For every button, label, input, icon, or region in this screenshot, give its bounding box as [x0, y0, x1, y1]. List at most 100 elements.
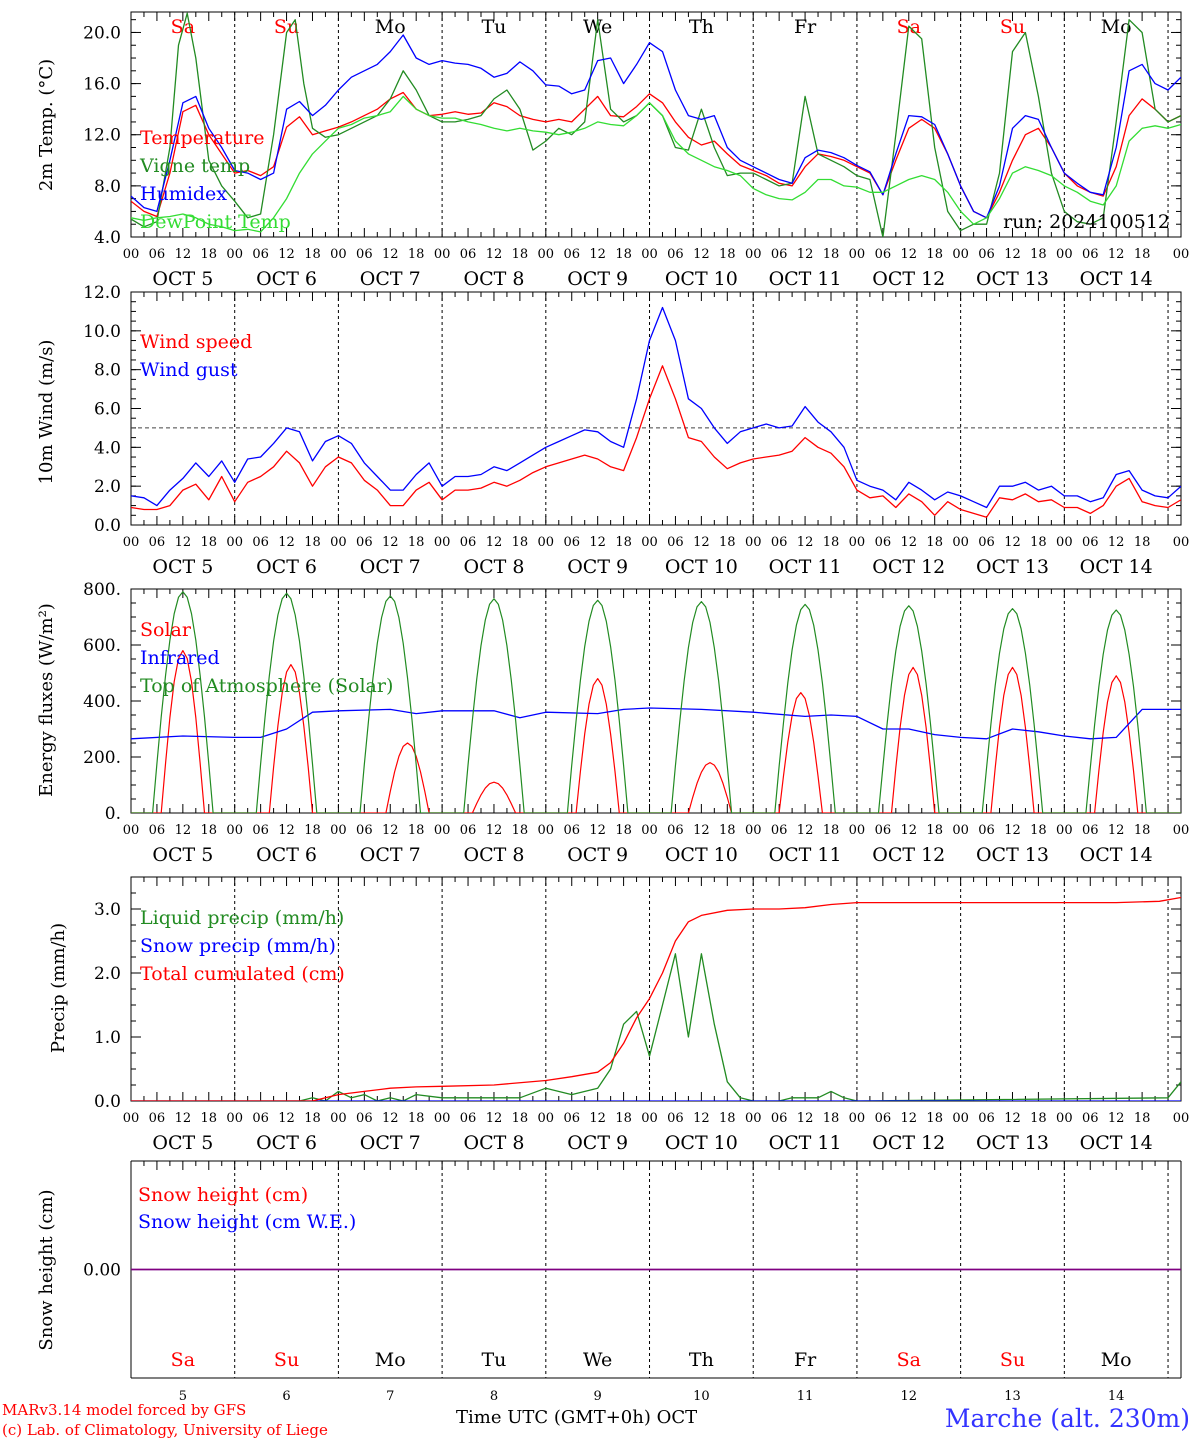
hour-tick-label: 00 [641, 535, 658, 550]
hour-tick-label: 00 [745, 823, 762, 838]
plot-frame [130, 11, 1182, 238]
legend-wind-gust: Wind gust [140, 359, 238, 381]
hour-tick-label: 00 [641, 823, 658, 838]
hour-tick-label: 12 [901, 247, 918, 262]
date-label: OCT 6 [256, 556, 317, 578]
weekday-label: Sa [171, 1349, 195, 1371]
hour-tick-label: 18 [1134, 1111, 1151, 1126]
hour-tick-label: 00 [952, 823, 969, 838]
weekday-label: Fr [794, 1349, 817, 1371]
legend-infrared: Infrared [140, 647, 220, 669]
legend-solar: Solar [140, 619, 192, 641]
hour-tick-label: 18 [512, 823, 529, 838]
hour-tick-label: 06 [252, 535, 269, 550]
hour-tick-label: 06 [875, 535, 892, 550]
day-number-label: 13 [1004, 1389, 1021, 1404]
weekday-label: Mo [1101, 16, 1132, 38]
hour-tick-label: 06 [667, 247, 684, 262]
hour-tick-label: 12 [1004, 535, 1021, 550]
hour-tick-label: 00 [849, 247, 866, 262]
hour-tick-label: 12 [175, 823, 192, 838]
legend-liquid-precip: Liquid precip (mm/h) [140, 907, 344, 929]
weekday-label: Sa [897, 1349, 921, 1371]
legend-temperature: Temperature [140, 127, 264, 149]
weekday-label: Mo [375, 16, 406, 38]
weekday-label: Th [689, 1349, 714, 1371]
date-label: OCT 5 [152, 1132, 213, 1154]
date-label: OCT 11 [769, 556, 842, 578]
y-tick-label: 2.0 [94, 964, 121, 984]
hour-tick-label: 12 [175, 247, 192, 262]
day-number-label: 8 [490, 1389, 498, 1404]
hour-tick-label: 12 [797, 535, 814, 550]
x-axis-label: Time UTC (GMT+0h) OCT [456, 1407, 697, 1428]
hour-tick-label: 12 [1004, 247, 1021, 262]
weekday-label: Su [1000, 16, 1025, 38]
date-label: OCT 5 [152, 844, 213, 866]
weekday-label: Su [1000, 1349, 1025, 1371]
y-tick-label: 4.0 [94, 228, 121, 248]
hour-tick-label: 12 [1004, 1111, 1021, 1126]
hour-tick-label: 18 [719, 247, 736, 262]
hour-tick-label: 18 [926, 823, 943, 838]
day-number-label: 7 [386, 1389, 394, 1404]
hour-tick-label: 12 [797, 247, 814, 262]
date-label: OCT 10 [665, 1132, 738, 1154]
hour-tick-label: 00 [330, 247, 347, 262]
weekday-label: We [583, 16, 612, 38]
hour-tick-label: 06 [978, 823, 995, 838]
hour-tick-label: 06 [1082, 535, 1099, 550]
hour-tick-label: 00 [123, 823, 140, 838]
y-tick-label: 0.0 [94, 516, 121, 536]
series-line-liquid-precip-mm-h [131, 953, 1181, 1101]
hour-tick-label: 18 [304, 1111, 321, 1126]
hour-tick-label: 06 [771, 823, 788, 838]
date-label: OCT 9 [567, 1132, 628, 1154]
y-tick-label: 8.0 [94, 361, 121, 381]
hour-tick-label: 06 [149, 1111, 166, 1126]
hour-tick-label: 06 [356, 823, 373, 838]
hour-tick-label: 06 [771, 535, 788, 550]
hour-tick-label: 12 [382, 1111, 399, 1126]
hour-tick-label: 06 [978, 247, 995, 262]
plot-frame [130, 291, 1182, 526]
hour-tick-label: 12 [589, 823, 606, 838]
hour-tick-label: 06 [667, 1111, 684, 1126]
date-label: OCT 7 [360, 556, 421, 578]
hour-tick-label: 06 [356, 535, 373, 550]
date-label: OCT 6 [256, 268, 317, 290]
temperature-panel: 4.0 8.0 12.0 16.0 20.0 00 06 12 18 OCT 5 00 06 12 18 O… [36, 11, 1189, 290]
date-label: OCT 10 [665, 268, 738, 290]
hour-tick-label: 06 [667, 535, 684, 550]
credit-line-1: MARv3.14 model forced by GFS [2, 1401, 246, 1419]
temp-ylabel: 2m Temp. (°C) [36, 59, 57, 191]
wind-panel: 0.0 2.0 4.0 6.0 8.0 10.0 12.0 00 06 12 18 OCT 5 00 06… [36, 283, 1189, 578]
date-label: OCT 10 [665, 556, 738, 578]
date-label: OCT 8 [464, 844, 525, 866]
hour-tick-label: 18 [512, 1111, 529, 1126]
hour-tick-label: 12 [693, 247, 710, 262]
hour-tick-label: 18 [823, 247, 840, 262]
date-label: OCT 11 [769, 268, 842, 290]
date-label: OCT 14 [1080, 1132, 1153, 1154]
hour-tick-label: 06 [252, 1111, 269, 1126]
hour-tick-label: 18 [1030, 247, 1047, 262]
hour-tick-label: 00 [952, 535, 969, 550]
hour-tick-label: 18 [1134, 247, 1151, 262]
hour-tick-label: 00 [849, 823, 866, 838]
hour-tick-label: 00 [434, 823, 451, 838]
hour-tick-label: 00 [226, 823, 243, 838]
hour-tick-label: 00 [538, 535, 555, 550]
hour-tick-label: 06 [978, 535, 995, 550]
hour-tick-label: 12 [382, 535, 399, 550]
hour-tick-label: 00 [434, 247, 451, 262]
hour-tick-label: 12 [278, 823, 295, 838]
weekday-label: Tu [482, 16, 507, 38]
hour-tick-label: 00 [434, 535, 451, 550]
day-number-label: 5 [179, 1389, 187, 1404]
series-line-temperature [131, 91, 1181, 219]
legend-toa-solar: Top of Atmosphere (Solar) [140, 675, 393, 697]
hour-tick-label: 18 [304, 535, 321, 550]
hour-tick-label: 18 [615, 247, 632, 262]
hour-tick-label: 06 [875, 823, 892, 838]
